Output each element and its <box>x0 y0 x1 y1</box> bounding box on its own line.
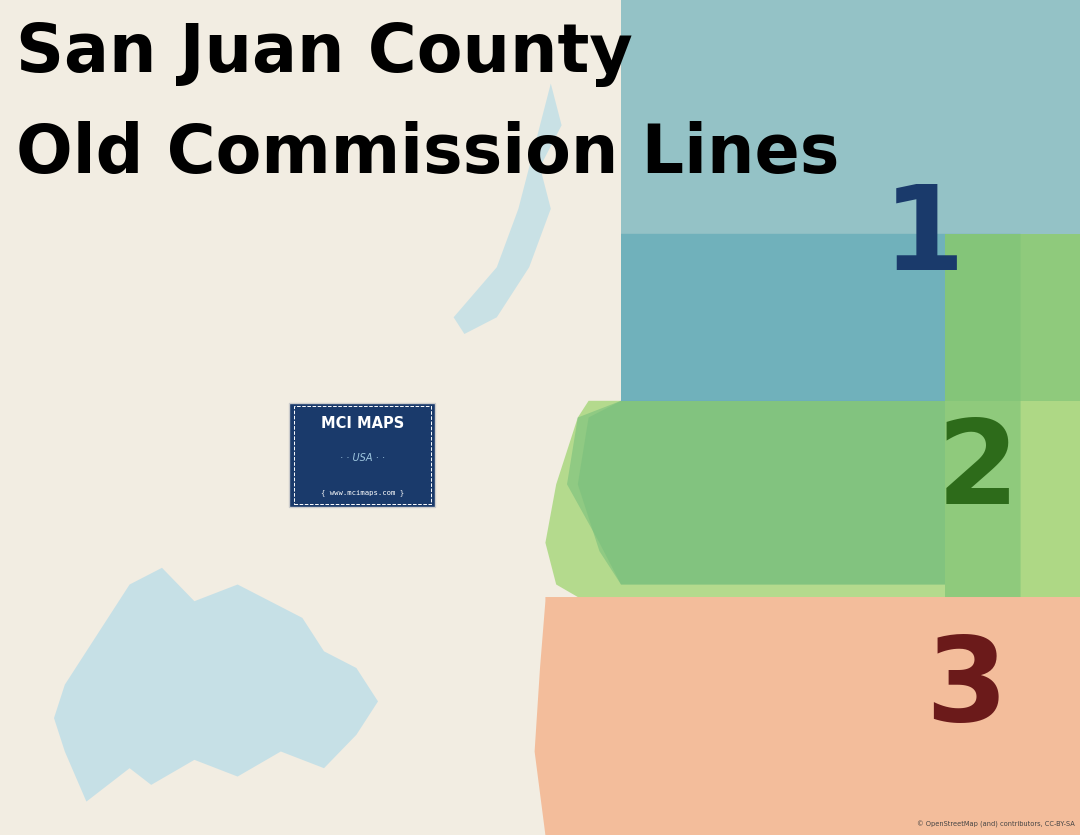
Bar <box>945 234 1080 597</box>
Text: San Juan County: San Juan County <box>16 21 633 87</box>
Polygon shape <box>567 0 1080 597</box>
Polygon shape <box>535 597 621 835</box>
Bar <box>621 0 1080 401</box>
Text: © OpenStreetMap (and) contributors, CC-BY-SA: © OpenStreetMap (and) contributors, CC-B… <box>917 821 1075 828</box>
Bar <box>945 597 1080 835</box>
Polygon shape <box>578 401 945 584</box>
Polygon shape <box>545 401 621 597</box>
Text: 2: 2 <box>936 414 1018 529</box>
Bar <box>621 597 945 835</box>
Text: · · USA · ·: · · USA · · <box>340 453 384 463</box>
Text: 3: 3 <box>926 631 1008 746</box>
Text: 1: 1 <box>882 180 964 296</box>
Text: MCI MAPS: MCI MAPS <box>321 417 404 431</box>
Polygon shape <box>454 84 562 334</box>
Polygon shape <box>54 568 378 802</box>
Bar <box>621 401 945 597</box>
Text: { www.mcimaps.com }: { www.mcimaps.com } <box>321 489 404 496</box>
Text: Old Commission Lines: Old Commission Lines <box>16 121 839 187</box>
FancyBboxPatch shape <box>289 402 435 507</box>
